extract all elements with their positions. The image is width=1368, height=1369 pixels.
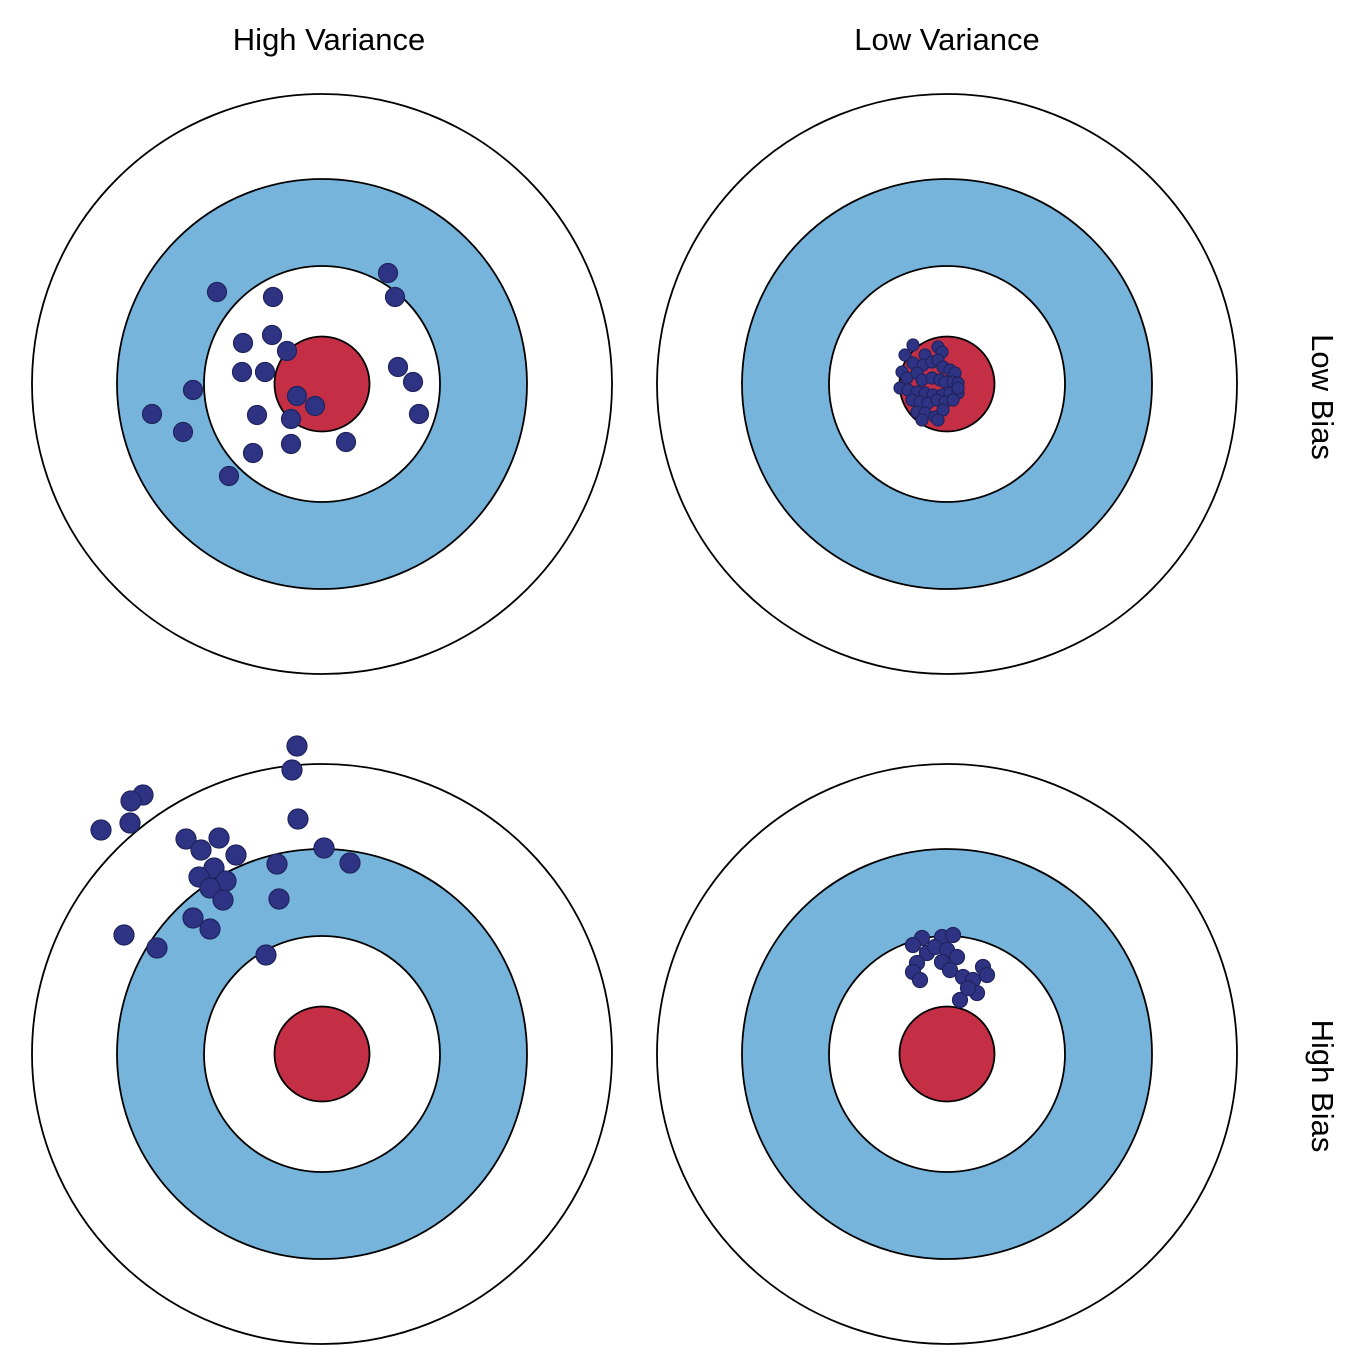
shot-dot bbox=[898, 348, 912, 362]
shot-dot bbox=[212, 889, 234, 911]
shot-dot bbox=[190, 839, 212, 861]
shot-dot bbox=[182, 379, 204, 401]
shot-dot bbox=[261, 324, 283, 346]
shot-dot bbox=[287, 808, 309, 830]
shot-dot bbox=[951, 991, 969, 1009]
target-high-bias-high-variance bbox=[31, 735, 613, 1345]
shot-dot bbox=[266, 853, 288, 875]
shot-dot bbox=[339, 852, 361, 874]
shot-dot bbox=[286, 735, 308, 757]
bullseye bbox=[273, 1005, 371, 1103]
shot-dot bbox=[931, 413, 945, 427]
shot-dot bbox=[225, 844, 247, 866]
shot-dot bbox=[408, 403, 430, 425]
shot-dot bbox=[262, 286, 284, 308]
shot-dot bbox=[199, 877, 221, 899]
shot-dot bbox=[182, 907, 204, 929]
shot-dot bbox=[951, 381, 965, 395]
shot-dot bbox=[946, 393, 960, 407]
bullseye bbox=[273, 335, 371, 433]
shot-dot bbox=[377, 262, 399, 284]
shot-dot bbox=[232, 332, 254, 354]
shot-dot bbox=[175, 828, 197, 850]
target-low-bias-high-variance bbox=[31, 93, 613, 675]
shot-dot bbox=[281, 759, 303, 781]
shot-dot bbox=[904, 936, 922, 954]
shot-dot bbox=[199, 918, 221, 940]
shot-dot bbox=[146, 937, 168, 959]
shot-dot bbox=[906, 338, 920, 352]
shot-dot bbox=[242, 442, 264, 464]
shot-dot bbox=[231, 361, 253, 383]
shot-dot bbox=[113, 924, 135, 946]
target-low-bias-low-variance bbox=[656, 93, 1238, 675]
shot-dot bbox=[280, 408, 302, 430]
shot-dot bbox=[944, 926, 962, 944]
column-title-low-variance: Low Variance bbox=[854, 22, 1040, 57]
shot-dot bbox=[268, 888, 290, 910]
target-high-bias-low-variance bbox=[656, 763, 1238, 1345]
shot-dot bbox=[206, 281, 228, 303]
shot-dot bbox=[120, 790, 142, 812]
shot-dot bbox=[208, 827, 230, 849]
shot-dot bbox=[255, 944, 277, 966]
shot-dot bbox=[304, 395, 326, 417]
shot-dot bbox=[246, 404, 268, 426]
shot-dot bbox=[218, 465, 240, 487]
bullseye bbox=[898, 1005, 996, 1103]
shot-dot bbox=[387, 356, 409, 378]
shot-dot bbox=[911, 971, 929, 989]
shot-dot bbox=[276, 340, 298, 362]
shot-dot bbox=[280, 433, 302, 455]
shot-dot bbox=[402, 371, 424, 393]
row-title-high-bias: High Bias bbox=[1305, 1019, 1340, 1153]
row-title-low-bias: Low Bias bbox=[1305, 334, 1340, 460]
shot-dot bbox=[948, 948, 966, 966]
shot-dot bbox=[254, 361, 276, 383]
shot-dot bbox=[335, 431, 357, 453]
shot-dot bbox=[119, 812, 141, 834]
shot-dot bbox=[141, 403, 163, 425]
shot-dot bbox=[384, 286, 406, 308]
shot-dot bbox=[941, 961, 959, 979]
shot-dot bbox=[172, 421, 194, 443]
shot-dot bbox=[978, 966, 996, 984]
column-title-high-variance: High Variance bbox=[232, 22, 426, 57]
shot-dot bbox=[959, 979, 977, 997]
shot-dot bbox=[90, 819, 112, 841]
shot-dot bbox=[313, 837, 335, 859]
shot-dot bbox=[286, 385, 308, 407]
shot-dot bbox=[915, 413, 929, 427]
